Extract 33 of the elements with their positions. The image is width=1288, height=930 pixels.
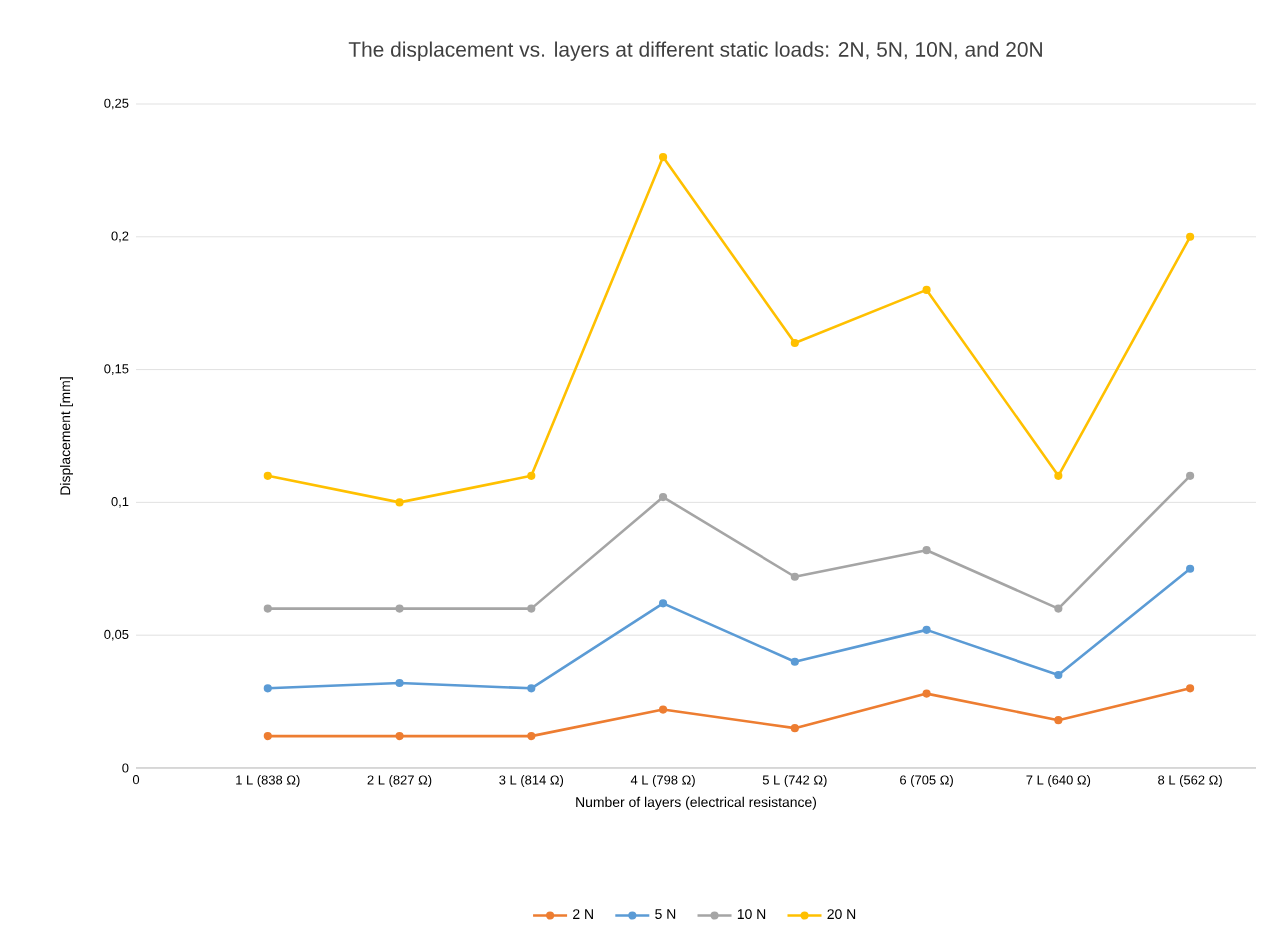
point [1186,232,1195,241]
point [790,339,799,348]
point [395,498,404,507]
point [527,684,536,693]
point [658,599,668,608]
point [1186,471,1195,480]
point [1054,604,1063,613]
point [922,689,931,698]
point [395,732,404,741]
point [1054,471,1063,480]
point [1186,564,1195,573]
point [922,285,931,295]
point [527,471,536,480]
point [790,657,799,666]
point [658,493,668,502]
point [527,732,536,741]
point [263,684,272,693]
point [922,625,931,635]
point [527,604,536,613]
point [395,678,404,688]
point [395,604,404,613]
point [263,732,272,741]
point [1054,670,1063,680]
point [263,604,272,613]
point [790,572,799,581]
point [658,705,668,714]
point [1054,716,1063,725]
point [790,724,799,733]
point [658,153,668,162]
point [922,546,931,555]
point [263,471,272,480]
chart-title: The displacement vs. layers at different static loads: 2N, 5N, 10N, and 20N [348,41,1042,62]
point [1186,684,1195,693]
